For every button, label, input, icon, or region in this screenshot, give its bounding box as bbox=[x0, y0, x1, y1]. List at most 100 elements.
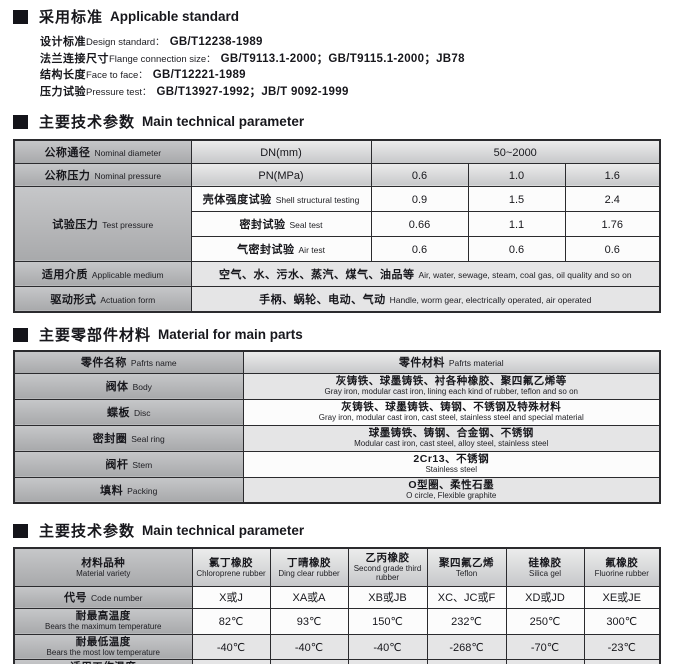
value-cell: -40℃ bbox=[191, 633, 271, 660]
row-seal-test: 密封试验 Seal test 0.66 1.1 1.76 bbox=[14, 210, 661, 237]
value-cell: XE或JE bbox=[583, 585, 661, 609]
row-nominal-diameter: 公称通径 Nominal diameter DN(mm) 50~2000 bbox=[13, 139, 661, 164]
value-text: -23℃ bbox=[607, 641, 636, 654]
row-seal-ring: 密封圈 Seal ring 球墨铸铁、铸钢、合金钢、不锈钢 Modular cast… bbox=[13, 424, 661, 452]
header-cell-nitrile: 丁晴橡胶 Ding clear rubber bbox=[269, 547, 349, 587]
row-applicable-medium: 适用介质 Applicable medium 空气、水、污水、蒸汽、煤气、油品等 A… bbox=[13, 260, 661, 287]
standard-value: GB/T12238-1989 bbox=[169, 36, 263, 48]
value-cell-medium: 空气、水、污水、蒸汽、煤气、油品等 Air, water, sewage, ste… bbox=[190, 260, 661, 287]
value-text: 82℃ bbox=[218, 616, 244, 628]
value-cell: XA或A bbox=[269, 585, 349, 609]
value-cell: 232℃ bbox=[426, 607, 507, 635]
header-zh: 氟橡胶 bbox=[605, 556, 639, 569]
section-header-technical-parameter-2: 主要技术参数 Main technical parameter bbox=[13, 520, 676, 541]
row-stem: 阀杆 Stem 2Cr13、不锈钢 Stainless steel bbox=[13, 450, 661, 478]
value-text: 232℃ bbox=[451, 616, 482, 628]
material-zh: O型圈、柔性石墨 bbox=[408, 479, 495, 491]
label-en: Test pressure bbox=[102, 219, 154, 230]
material-zh: 灰铸铁、球墨铸铁、铸钢、不锈钢及特殊材料 bbox=[341, 401, 562, 414]
value-text: 1.0 bbox=[508, 169, 525, 182]
material-zh: 球墨铸铁、铸钢、合金钢、不锈钢 bbox=[368, 427, 534, 440]
header-en: Silica gel bbox=[528, 568, 561, 578]
value-cell: 93℃ bbox=[269, 607, 349, 635]
label-zh: 耐最高温度 bbox=[75, 610, 131, 623]
technical-parameters-table: 公称通径 Nominal diameter DN(mm) 50~2000 公称压力… bbox=[13, 139, 661, 313]
value-cell: XB或JB bbox=[347, 585, 428, 609]
value-text: XD或JD bbox=[525, 592, 565, 604]
standard-label-en: Flange connection size： bbox=[109, 53, 216, 65]
label-cell-max-temperature: 耐最高温度 Bears the maximum temperature bbox=[13, 607, 193, 635]
param-cell-air-test: 气密封试验 Air test bbox=[190, 235, 372, 262]
section-title-en: Main technical parameter bbox=[142, 523, 305, 538]
value-cell: 150℃ bbox=[347, 607, 428, 635]
value-text: X或J bbox=[219, 592, 243, 604]
standard-line-face-to-face: 结构长度Face to face： GB/T12221-1989 bbox=[40, 67, 676, 84]
value-cell-dn-range: 50~2000 bbox=[370, 139, 661, 164]
value-text: XC、JC或F bbox=[437, 592, 496, 604]
standard-value: GB/T9113.1-2000；GB/T9115.1-2000；JB78 bbox=[220, 52, 465, 65]
param-cell-seal-test: 密封试验 Seal test bbox=[190, 210, 372, 237]
value-text: 250℃ bbox=[529, 616, 561, 628]
label-zh: 耐最低温度 bbox=[75, 635, 131, 648]
value-cell: -70℃ bbox=[505, 633, 585, 660]
label-cell-min-temperature: 耐最低温度 Bears the most low temperature bbox=[13, 633, 193, 660]
label-en: Body bbox=[132, 382, 152, 392]
value-text: 1.76 bbox=[601, 218, 623, 231]
header-cell-material-variety: 材料品种 Material variety bbox=[13, 547, 193, 587]
value-cell: 0.6 bbox=[370, 162, 469, 187]
label-cell-applicable-medium: 适用介质 Applicable medium bbox=[13, 260, 192, 287]
header-cell-part-material: 零件材料 Pafrts material bbox=[242, 350, 661, 374]
standards-list: 设计标准Design standard： GB/T12238-1989 法兰连接尺… bbox=[40, 34, 676, 100]
section-title-en: Material for main parts bbox=[158, 327, 303, 342]
value-text: -70℃ bbox=[530, 641, 560, 654]
material-cell: 灰铸铁、球墨铸铁、铸钢、不锈钢及特殊材料 Gray iron, modular c… bbox=[242, 398, 661, 426]
row-code-number: 代号 Code number X或J XA或A XB或JB XC、JC或F XD或… bbox=[13, 585, 661, 609]
value-text: 1.6 bbox=[604, 169, 620, 182]
row-body: 阀体 Body 灰铸铁、球墨铸铁、衬各种橡胶、聚四氟乙烯等 Gray iron, m… bbox=[13, 372, 661, 400]
value-cell: ≤65℃ bbox=[191, 658, 271, 664]
header-cell-epdm: 乙丙橡胶 Second grade third rubber bbox=[347, 547, 428, 587]
row-nominal-pressure: 公称压力 Nominal pressure PN(MPa) 0.6 1.0 1.6 bbox=[13, 162, 661, 187]
header-en: Pafrts name bbox=[130, 358, 177, 369]
label-en: Actuation form bbox=[100, 294, 156, 305]
value-cell: -40℃ bbox=[347, 633, 428, 660]
value-text: 2.4 bbox=[604, 193, 620, 206]
standard-label-zh: 结构长度 bbox=[40, 69, 86, 81]
label-en: Nominal pressure bbox=[94, 170, 162, 181]
black-square-icon bbox=[13, 523, 28, 538]
param-cell-shell-test: 壳体强度试验 Shell structural testing bbox=[190, 185, 372, 212]
value-text: 300℃ bbox=[606, 616, 638, 628]
value-cell: 1.1 bbox=[467, 210, 566, 237]
header-en: Pafrts material bbox=[448, 358, 504, 369]
value-text: XE或JE bbox=[602, 592, 641, 604]
param-en: Air test bbox=[298, 244, 325, 255]
value-cell: 1.6 bbox=[564, 162, 661, 187]
header-en: Ding clear rubber bbox=[278, 568, 340, 578]
label-en: Nominal diameter bbox=[94, 147, 162, 158]
value-zh: 空气、水、污水、蒸汽、煤气、油品等 bbox=[218, 268, 415, 281]
label-zh: 公称压力 bbox=[44, 169, 91, 182]
value-text: -40℃ bbox=[294, 641, 324, 654]
material-en: Stainless steel bbox=[425, 465, 478, 475]
standard-label-zh: 法兰连接尺寸 bbox=[40, 52, 109, 65]
value-text: -40℃ bbox=[216, 641, 246, 654]
material-cell: O型圈、柔性石墨 O circle, Flexible graphite bbox=[242, 476, 661, 504]
header-zh: 氯丁橡胶 bbox=[209, 556, 253, 569]
range-text: 50~2000 bbox=[493, 146, 537, 159]
header-cell-silica: 硅橡胶 Silica gel bbox=[505, 547, 585, 587]
header-zh: 零件名称 bbox=[80, 357, 127, 370]
row-air-test: 气密封试验 Air test 0.6 0.6 0.6 bbox=[14, 235, 661, 262]
label-en: Code number bbox=[90, 593, 143, 603]
value-cell: 0.6 bbox=[467, 235, 566, 262]
row-materials-header: 零件名称 Pafrts name 零件材料 Pafrts material bbox=[13, 350, 661, 374]
black-square-icon bbox=[13, 114, 28, 129]
label-en: Stem bbox=[132, 460, 153, 470]
header-cell-fluorine: 氟橡胶 Fluorine rubber bbox=[583, 547, 661, 587]
label-cell-seal-ring: 密封圈 Seal ring bbox=[13, 424, 244, 452]
value-text: -268℃ bbox=[449, 641, 484, 654]
section-title-zh: 主要技术参数 bbox=[39, 523, 136, 540]
label-zh: 公称通径 bbox=[44, 146, 91, 159]
value-text: 0.6 bbox=[604, 243, 620, 256]
value-en: Handle, worm gear, electrically operated… bbox=[389, 294, 592, 305]
material-zh: 灰铸铁、球墨铸铁、衬各种橡胶、聚四氟乙烯等 bbox=[335, 375, 567, 388]
